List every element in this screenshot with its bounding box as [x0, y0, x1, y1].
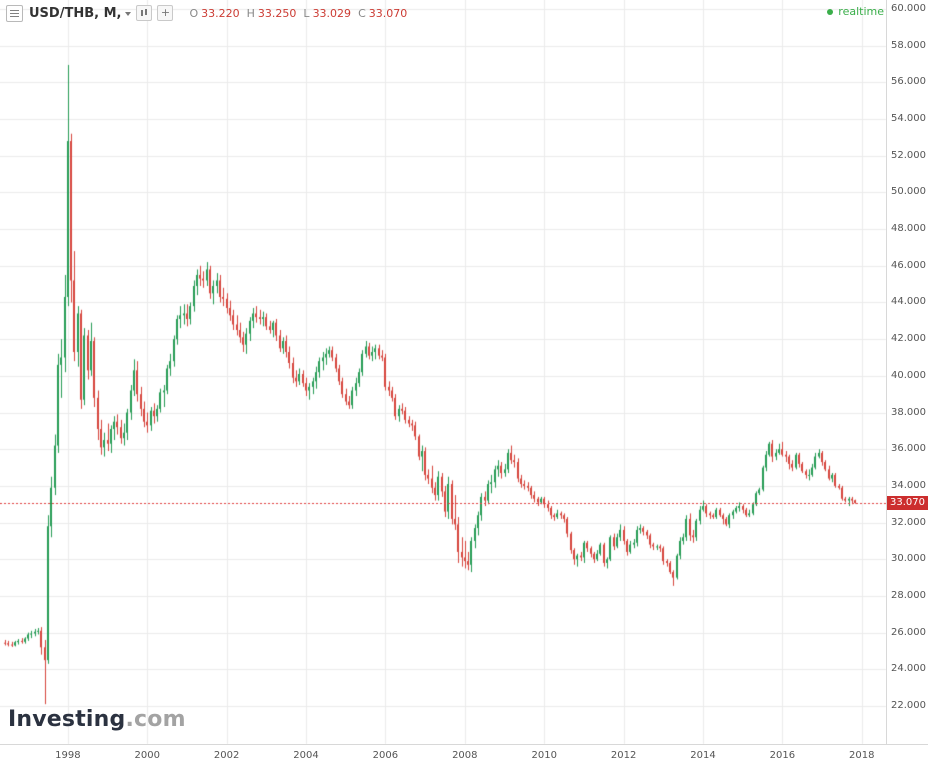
- price-tick-label: 38.000: [891, 406, 926, 418]
- ohlc-readout: O 33.220 H 33.250 L 33.029 C 33.070: [189, 7, 407, 20]
- last-price-tag: 33.070: [887, 495, 928, 510]
- time-tick-label: 2018: [849, 750, 875, 761]
- price-tick-label: 48.000: [891, 223, 926, 235]
- symbol-title[interactable]: USD/THB, M,: [29, 5, 122, 21]
- price-tick-label: 44.000: [891, 296, 926, 308]
- watermark-suffix: .com: [125, 707, 186, 732]
- price-tick-label: 22.000: [891, 700, 926, 711]
- realtime-dot-icon: [827, 8, 834, 15]
- compare-add-icon[interactable]: [157, 5, 174, 21]
- menu-icon[interactable]: [6, 4, 23, 22]
- close-value: 33.070: [368, 6, 408, 20]
- low-value: 33.029: [312, 6, 352, 20]
- chevron-down-icon[interactable]: [125, 12, 132, 16]
- time-tick-label: 2014: [690, 750, 716, 761]
- time-tick-label: 2004: [293, 750, 319, 761]
- price-tick-label: 30.000: [891, 553, 926, 565]
- time-tick-label: 2006: [372, 750, 399, 761]
- time-tick-label: 1998: [55, 750, 81, 761]
- time-tick-label: 2008: [452, 750, 478, 761]
- time-tick-label: 2016: [769, 750, 796, 761]
- time-tick-label: 2012: [610, 750, 637, 761]
- close-label: C: [358, 6, 366, 20]
- price-tick-label: 40.000: [891, 369, 926, 381]
- price-tick-label: 52.000: [891, 149, 926, 161]
- chart-style-icon[interactable]: [136, 5, 153, 21]
- price-tick-label: 32.000: [891, 516, 926, 528]
- price-tick-label: 34.000: [891, 479, 926, 491]
- low-label: L: [303, 6, 310, 20]
- price-tick-label: 60.000: [891, 3, 926, 14]
- price-tick-label: 58.000: [891, 39, 926, 51]
- price-tick-label: 26.000: [891, 626, 926, 638]
- price-tick-label: 42.000: [891, 333, 926, 345]
- open-value: 33.220: [201, 6, 240, 20]
- high-value: 33.250: [257, 6, 297, 20]
- price-axis[interactable]: 60.000 58.000 56.000 54.000 52.000 50.000 48.0…: [886, 0, 928, 744]
- time-tick-label: 2002: [213, 750, 240, 761]
- open-label: O: [189, 6, 199, 20]
- price-tick-label: 46.000: [891, 259, 926, 271]
- price-tick-label: 28.000: [891, 589, 926, 601]
- realtime-label: realtime: [838, 5, 884, 18]
- watermark-logo: Investing.com: [8, 707, 186, 732]
- time-tick-label: 2010: [531, 750, 557, 761]
- time-axis[interactable]: 1998 2000 2002 2004 2006 2008 2010 2012 2014 2016…: [0, 744, 928, 767]
- price-tick-label: 54.000: [891, 113, 926, 125]
- time-tick-label: 2000: [134, 750, 160, 761]
- high-label: H: [246, 6, 255, 20]
- chart-legend: USD/THB, M, O 33.220 H 33.250 L 33.029 C…: [6, 4, 407, 22]
- price-tick-label: 50.000: [891, 186, 926, 198]
- price-tick-label: 56.000: [891, 76, 926, 88]
- realtime-status: realtime: [827, 5, 884, 18]
- watermark-brand: Investing: [8, 707, 126, 732]
- price-tick-label: 36.000: [891, 443, 926, 455]
- price-tick-label: 24.000: [891, 663, 926, 675]
